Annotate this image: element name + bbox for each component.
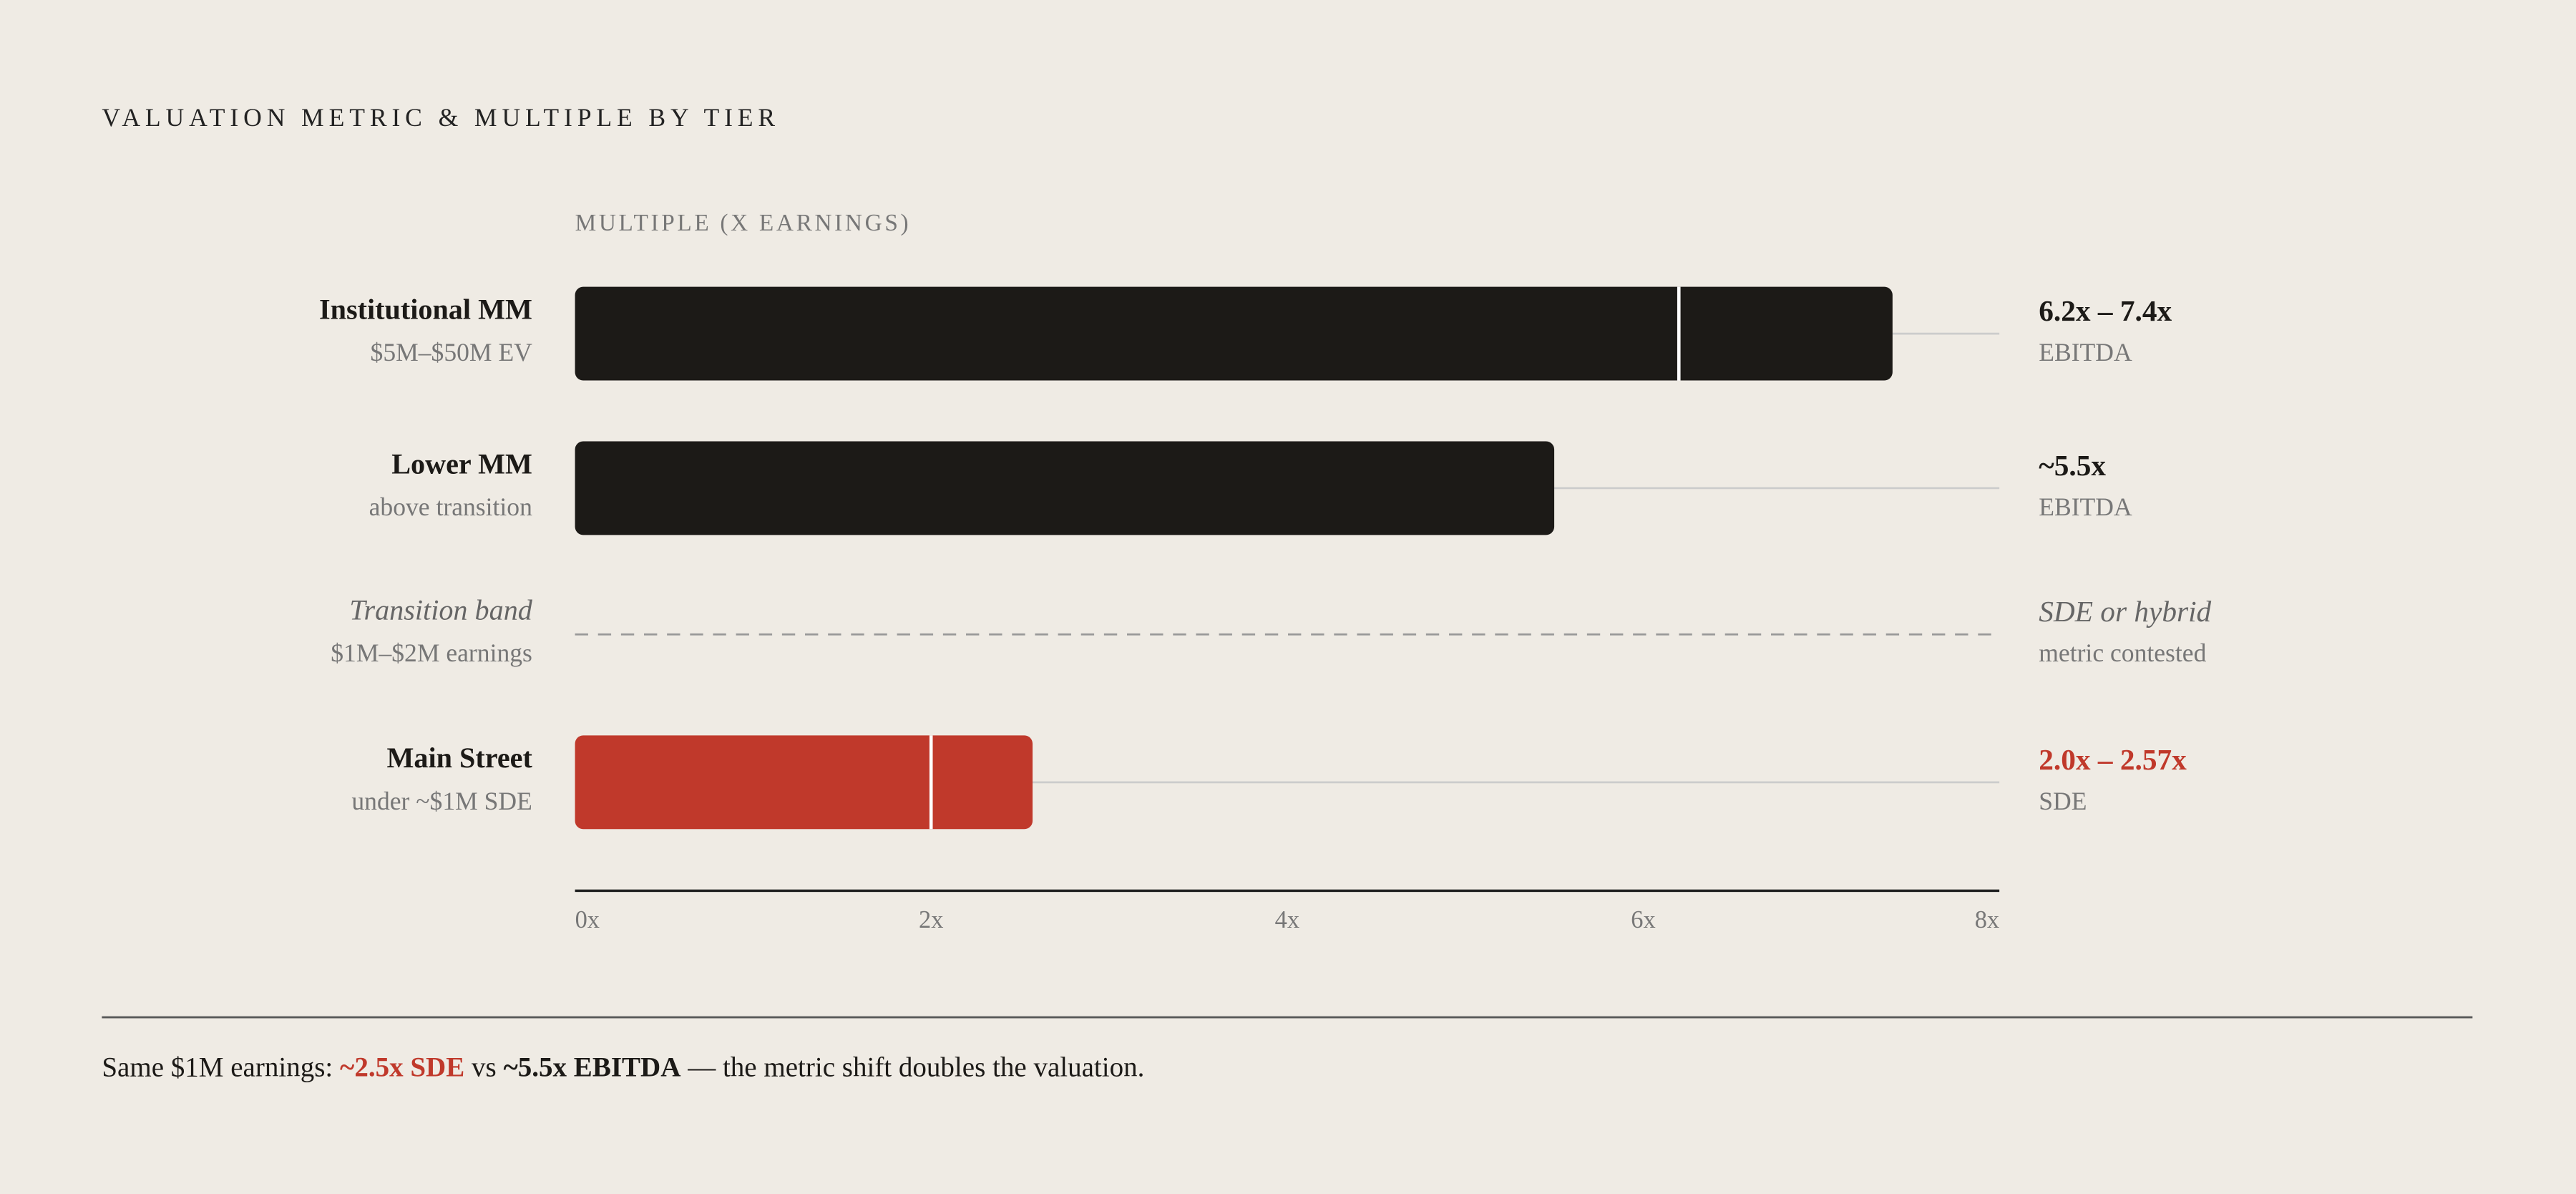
metric-label: EBITDA xyxy=(2039,492,2132,521)
row-name: Transition band xyxy=(349,594,532,626)
footnote-text: — the metric shift doubles the valuation… xyxy=(687,1052,1144,1083)
value-label: ~5.5x xyxy=(2039,449,2106,482)
x-tick-label: 2x xyxy=(919,906,943,933)
row-name: Institutional MM xyxy=(319,293,532,325)
bar xyxy=(575,286,1893,381)
bar xyxy=(575,735,1033,830)
footnote-text: Same $1M earnings: xyxy=(102,1052,333,1083)
footnote-highlight: ~2.5x SDE xyxy=(340,1052,464,1083)
axis-title: MULTIPLE (X EARNINGS) xyxy=(575,210,912,236)
value-label: 6.2x – 7.4x xyxy=(2039,294,2172,327)
row-sub: $5M–$50M EV xyxy=(371,338,533,367)
x-tick-label: 6x xyxy=(1631,906,1655,933)
footnote: Same $1M earnings: ~2.5x SDE vs ~5.5x EB… xyxy=(102,1052,1144,1083)
x-tick-label: 0x xyxy=(575,906,600,933)
footnote-text: vs xyxy=(472,1052,497,1083)
x-tick-label: 4x xyxy=(1275,906,1299,933)
row-sub: under ~$1M SDE xyxy=(351,787,532,815)
footnote-highlight: ~5.5x EBITDA xyxy=(503,1052,680,1083)
chart-title: VALUATION METRIC & MULTIPLE BY TIER xyxy=(102,103,780,132)
bar xyxy=(575,441,1555,535)
metric-label: metric contested xyxy=(2039,639,2206,667)
metric-label: EBITDA xyxy=(2039,338,2132,367)
metric-label: SDE xyxy=(2039,787,2087,815)
row-name: Lower MM xyxy=(391,447,532,480)
x-tick-label: 8x xyxy=(1975,906,1999,933)
row-sub: above transition xyxy=(369,492,532,521)
row-sub: $1M–$2M earnings xyxy=(331,639,532,667)
row-name: Main Street xyxy=(387,742,533,774)
value-label: 2.0x – 2.57x xyxy=(2039,743,2187,776)
value-label: SDE or hybrid xyxy=(2039,595,2211,628)
